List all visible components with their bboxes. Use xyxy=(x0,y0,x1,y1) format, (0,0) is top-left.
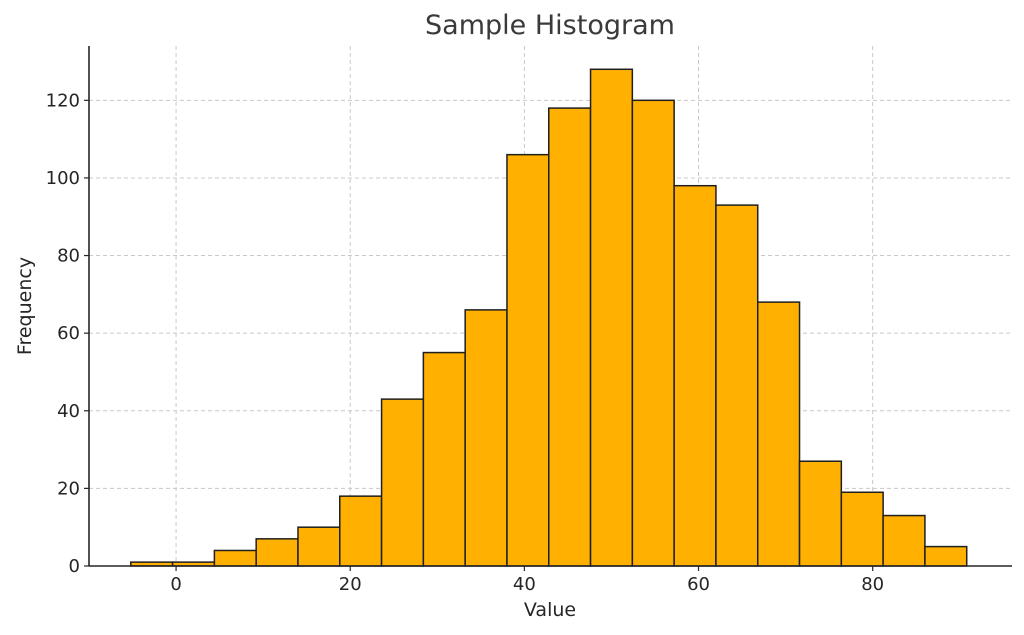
x-tick-label: 20 xyxy=(339,574,362,595)
histogram-bar xyxy=(756,301,801,567)
histogram-bar xyxy=(840,491,884,567)
histogram-bar xyxy=(798,460,843,567)
histogram-bar xyxy=(506,153,550,567)
y-tick-label: 80 xyxy=(57,246,80,267)
y-tick-label: 20 xyxy=(57,478,80,499)
histogram-bar xyxy=(548,107,592,567)
histogram-bar xyxy=(297,526,341,567)
chart-title: Sample Histogram xyxy=(425,10,675,41)
x-tick-label: 0 xyxy=(170,574,181,595)
y-tick-label: 120 xyxy=(46,90,80,111)
histogram-bar xyxy=(380,398,425,567)
axes xyxy=(88,46,1012,567)
y-tick-label: 0 xyxy=(69,556,80,577)
histogram-bar xyxy=(631,99,675,567)
histogram-bar xyxy=(589,68,634,567)
x-tick-label: 60 xyxy=(687,574,710,595)
x-axis-label: Value xyxy=(524,599,576,621)
y-axis-label: Frequency xyxy=(14,257,36,355)
histogram-bar xyxy=(422,351,466,567)
x-axis-ticks: 0 20 40 60 80 xyxy=(170,566,884,595)
y-tick-label: 40 xyxy=(57,401,80,422)
histogram-bars xyxy=(130,68,968,567)
y-tick-label: 60 xyxy=(57,323,80,344)
histogram-bar xyxy=(715,204,759,567)
histogram-bar xyxy=(673,184,717,567)
histogram-bar xyxy=(882,514,926,567)
y-axis-ticks: 0 20 40 60 80 100 120 xyxy=(46,90,89,577)
histogram-bar xyxy=(213,549,257,567)
histogram-bar xyxy=(255,538,299,567)
histogram-bar xyxy=(464,309,508,567)
histogram-bar xyxy=(924,545,968,567)
histogram-bar xyxy=(339,495,383,567)
x-tick-label: 80 xyxy=(861,574,884,595)
x-tick-label: 40 xyxy=(513,574,536,595)
y-tick-label: 100 xyxy=(46,168,80,189)
